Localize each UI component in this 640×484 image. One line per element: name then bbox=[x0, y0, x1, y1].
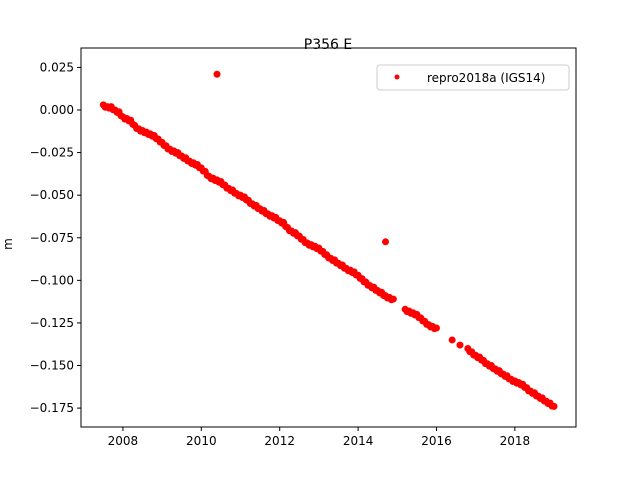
data-point bbox=[456, 341, 464, 349]
data-point bbox=[432, 324, 440, 332]
x-tick-label: 2014 bbox=[343, 434, 374, 448]
y-tick-label: −0.150 bbox=[30, 359, 74, 373]
x-tick-label: 2016 bbox=[421, 434, 452, 448]
y-tick-label: −0.050 bbox=[30, 188, 74, 202]
legend-marker bbox=[394, 74, 400, 80]
x-tick-label: 2010 bbox=[186, 434, 217, 448]
y-axis-label: m bbox=[1, 238, 15, 250]
data-point bbox=[448, 336, 456, 344]
data-point-fill bbox=[382, 238, 390, 246]
y-tick-label: 0.025 bbox=[40, 60, 74, 74]
y-tick-label: 0.000 bbox=[40, 103, 74, 117]
x-axis: 2008 2010 2012 2014 2016 2018 bbox=[108, 427, 530, 448]
data-point bbox=[213, 70, 221, 78]
legend-box bbox=[376, 64, 570, 91]
data-point bbox=[550, 402, 558, 410]
x-tick-label: 2018 bbox=[500, 434, 531, 448]
chart-title: P356 E bbox=[304, 37, 352, 53]
y-tick-label: −0.125 bbox=[30, 316, 74, 330]
data-point bbox=[389, 295, 397, 303]
y-tick-label: −0.075 bbox=[30, 231, 74, 245]
y-tick-label: −0.025 bbox=[30, 146, 74, 160]
y-tick-label: −0.100 bbox=[30, 273, 74, 287]
legend: repro2018a (IGS14) bbox=[376, 64, 570, 91]
y-axis: 0.025 0.000 −0.025 −0.050 −0.075 −0.100 −0.125… bbox=[30, 60, 81, 415]
data-points bbox=[99, 70, 558, 410]
legend-label: repro2018a (IGS14) bbox=[427, 71, 545, 85]
x-tick-label: 2012 bbox=[264, 434, 295, 448]
x-tick-label: 2008 bbox=[108, 434, 139, 448]
y-tick-label: −0.175 bbox=[30, 401, 74, 415]
